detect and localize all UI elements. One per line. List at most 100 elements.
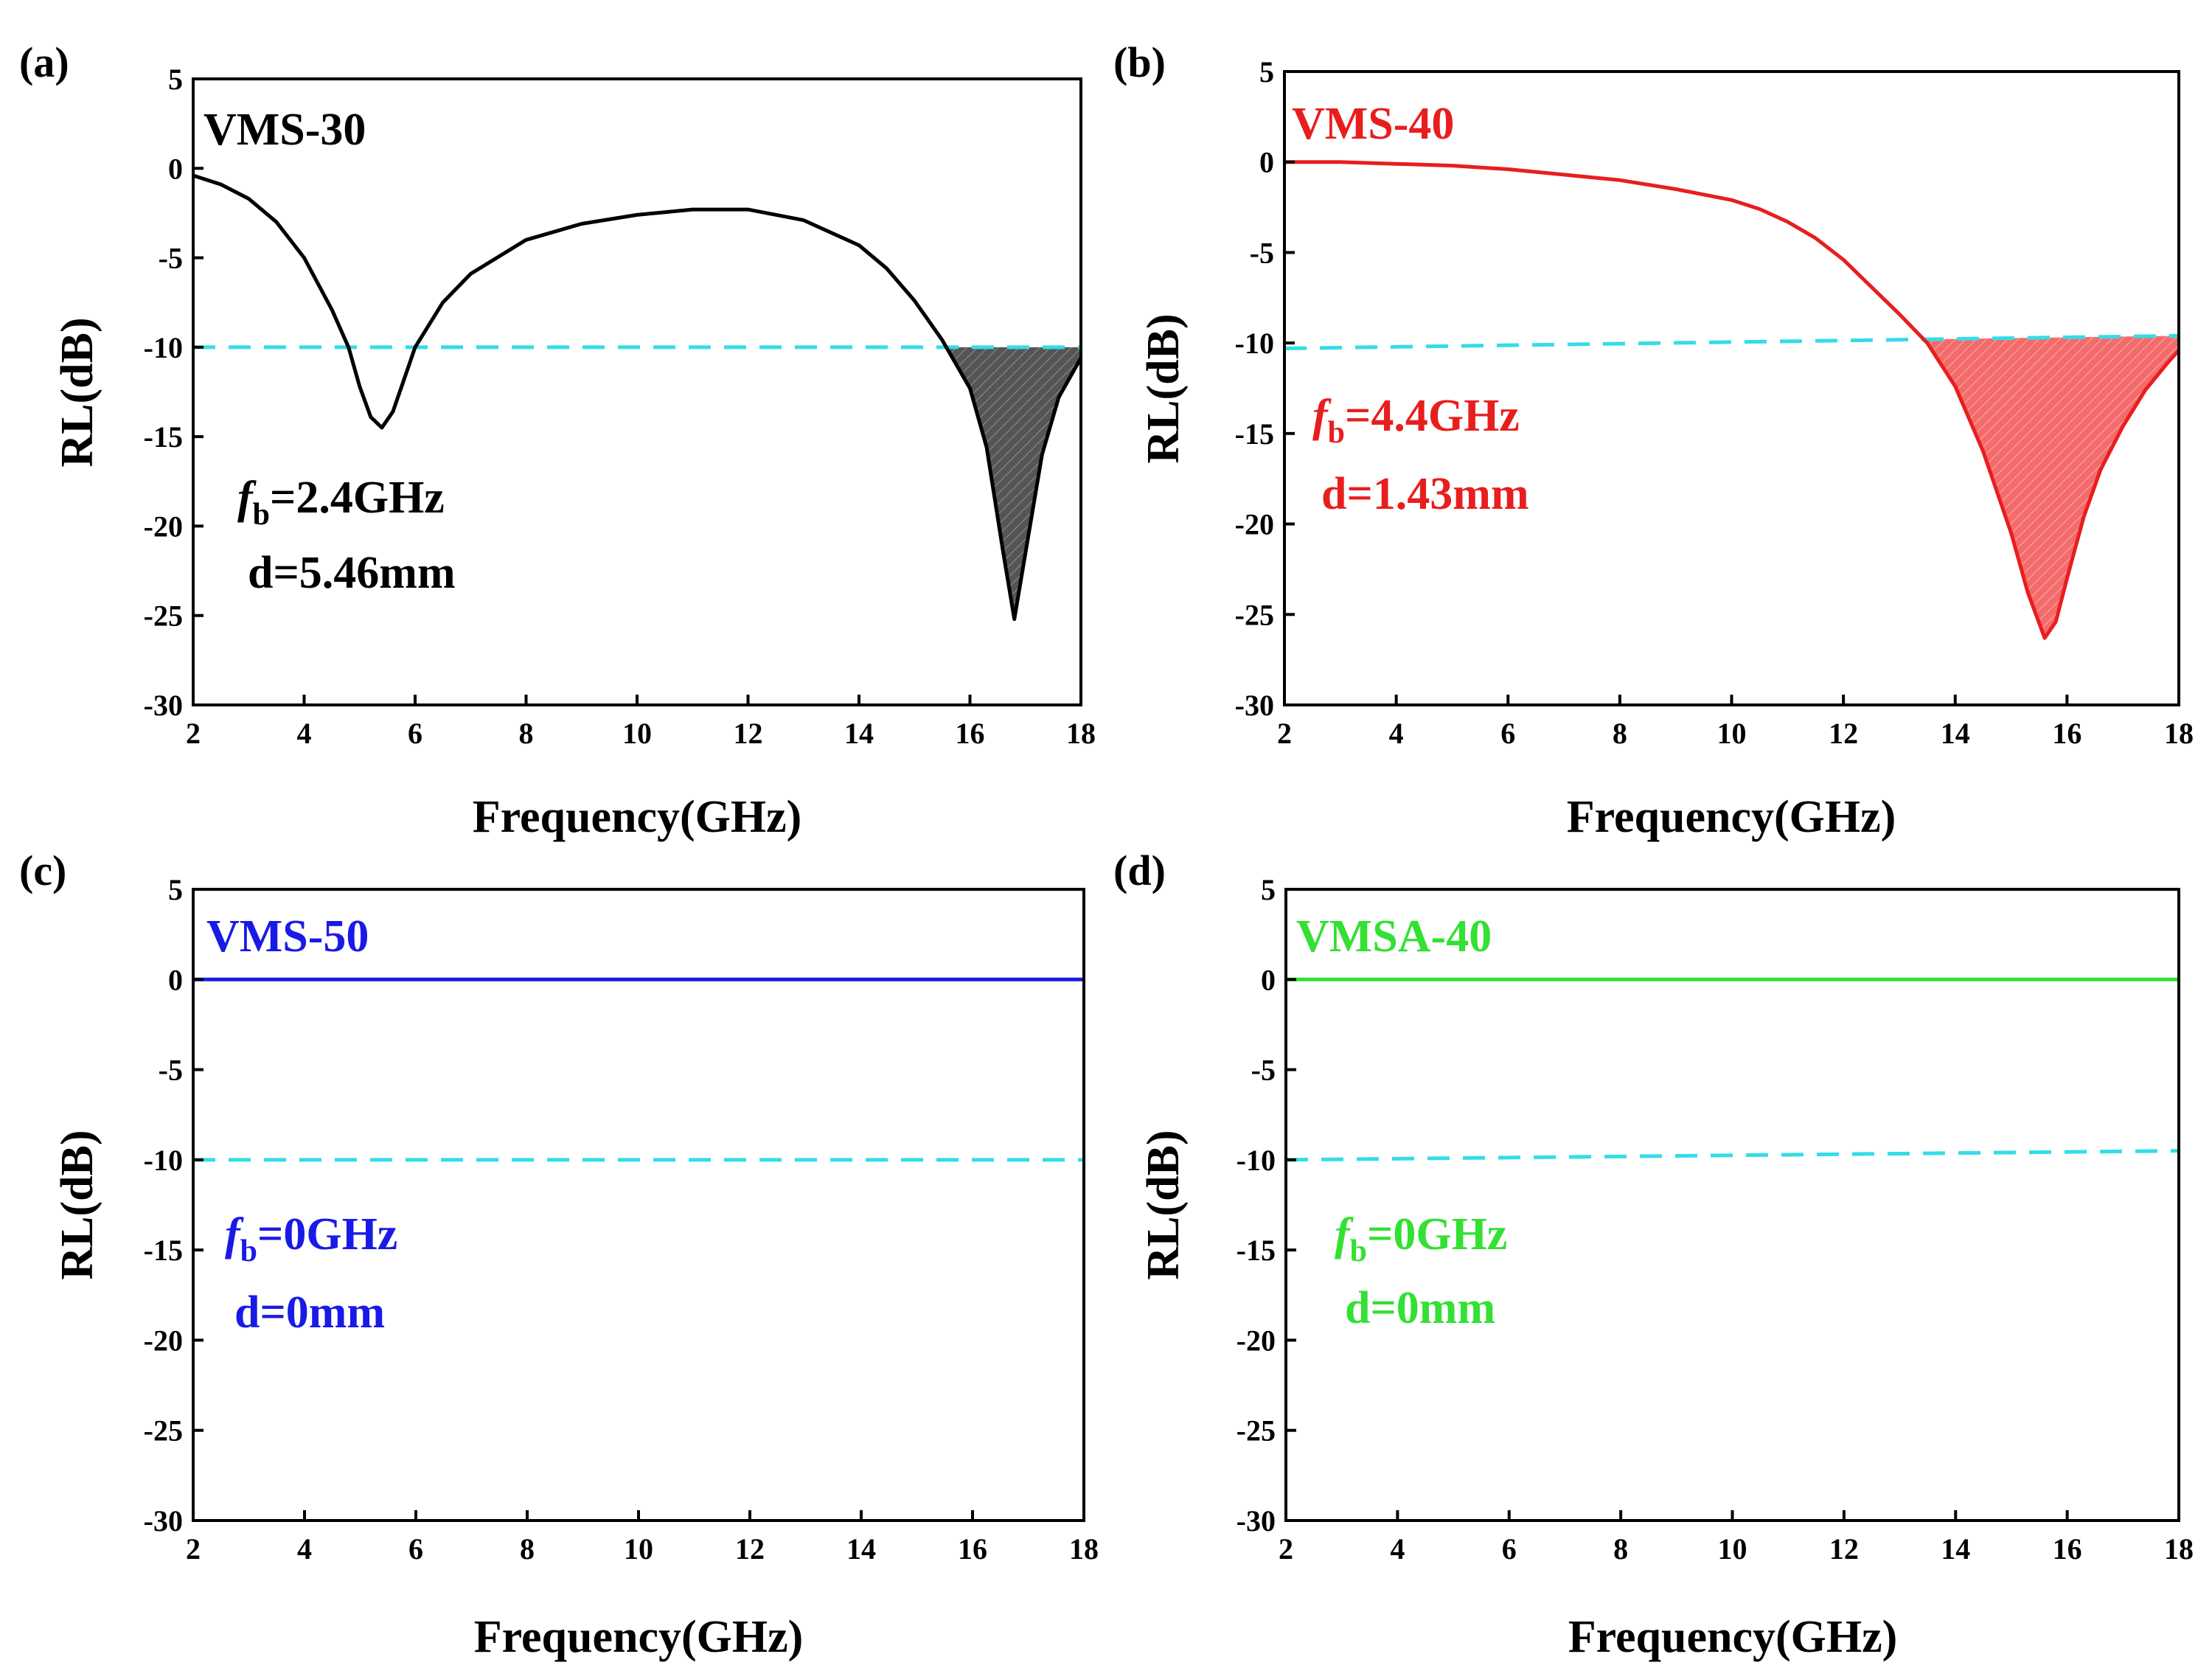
y-axis-title: RL(dB) bbox=[52, 317, 102, 467]
x-tick-label: 12 bbox=[735, 1532, 765, 1566]
y-tick-label: -25 bbox=[1237, 1414, 1276, 1448]
y-tick-label: 5 bbox=[168, 873, 183, 906]
plot-frame bbox=[192, 77, 1082, 706]
absorption-band-hatch bbox=[947, 347, 1081, 619]
reference-line-minus-10db bbox=[1284, 333, 2180, 351]
fb-annotation: fb=0GHz bbox=[1335, 1209, 1507, 1268]
y-tick-label: -30 bbox=[1235, 689, 1274, 722]
x-tick-label: 6 bbox=[408, 1532, 423, 1566]
series-label: VMS-30 bbox=[204, 105, 366, 155]
x-tick-label: 12 bbox=[1829, 1532, 1859, 1566]
y-tick-label: -15 bbox=[1237, 1234, 1276, 1267]
fb-annotation: fb=2.4GHz bbox=[237, 473, 445, 532]
x-tick-label: 16 bbox=[956, 717, 985, 750]
x-axis-title: Frequency(GHz) bbox=[473, 792, 802, 842]
y-tick-label: -20 bbox=[1237, 1324, 1276, 1357]
series-line bbox=[1284, 160, 2180, 640]
x-tick-label: 16 bbox=[958, 1532, 987, 1566]
y-tick-label: -10 bbox=[1237, 1144, 1276, 1177]
y-tick-label: -25 bbox=[144, 600, 183, 633]
x-tick-label: 18 bbox=[2164, 717, 2194, 750]
y-tick-label: -10 bbox=[144, 1144, 183, 1177]
series-line bbox=[192, 173, 1083, 622]
y-tick-label: 0 bbox=[1261, 963, 1276, 996]
y-tick-label: -10 bbox=[144, 331, 183, 364]
y-tick-label: -20 bbox=[144, 1324, 183, 1357]
x-tick-label: 14 bbox=[1941, 717, 1970, 750]
y-tick-label: -25 bbox=[144, 1414, 183, 1448]
panel-c: (c) VMS-50 fb=0GHz d=0mm Frequency(GHz) … bbox=[19, 847, 1099, 1662]
fb-annotation: fb=0GHz bbox=[225, 1209, 397, 1268]
x-tick-label: 8 bbox=[1613, 1532, 1628, 1566]
x-tick-label: 4 bbox=[297, 717, 312, 750]
y-tick-label: -5 bbox=[159, 242, 183, 275]
x-tick-label: 4 bbox=[1389, 717, 1404, 750]
x-tick-label: 18 bbox=[2164, 1532, 2194, 1566]
y-tick-label: -5 bbox=[159, 1054, 183, 1087]
x-tick-label: 12 bbox=[734, 717, 763, 750]
x-tick-label: 14 bbox=[846, 1532, 876, 1566]
y-tick-label: -15 bbox=[1235, 417, 1274, 451]
x-tick-label: 2 bbox=[186, 717, 201, 750]
x-tick-label: 16 bbox=[2053, 1532, 2082, 1566]
x-tick-label: 14 bbox=[844, 717, 874, 750]
absorption-band-hatch bbox=[1927, 336, 2179, 636]
thickness-annotation: d=0mm bbox=[234, 1288, 385, 1338]
panel-d: (d) VMSA-40 fb=0GHz d=0mm Frequency(GHz)… bbox=[1113, 847, 2194, 1662]
thickness-annotation: d=1.43mm bbox=[1321, 469, 1529, 519]
panel-label: (c) bbox=[19, 847, 66, 894]
x-tick-label: 8 bbox=[1613, 717, 1627, 750]
y-axis-title: RL(dB) bbox=[1138, 1130, 1189, 1279]
x-tick-label: 10 bbox=[1717, 717, 1747, 750]
series-label: VMS-40 bbox=[1292, 99, 1454, 149]
y-axis-title: RL(dB) bbox=[1138, 313, 1189, 463]
y-axis-title: RL(dB) bbox=[52, 1130, 102, 1279]
y-tick-label: -25 bbox=[1235, 598, 1274, 631]
fb-annotation: fb=4.4GHz bbox=[1312, 391, 1520, 450]
reference-line-minus-10db bbox=[1285, 1149, 2180, 1162]
x-axis-title: Frequency(GHz) bbox=[1568, 1612, 1898, 1662]
x-axis-title: Frequency(GHz) bbox=[474, 1612, 804, 1662]
x-tick-label: 4 bbox=[1390, 1532, 1405, 1566]
x-tick-label: 14 bbox=[1941, 1532, 1970, 1566]
y-tick-label: 5 bbox=[1259, 55, 1274, 88]
y-tick-label: -15 bbox=[144, 1234, 183, 1267]
x-tick-label: 8 bbox=[520, 1532, 535, 1566]
y-tick-label: 5 bbox=[168, 63, 183, 96]
y-tick-label: -20 bbox=[144, 510, 183, 543]
plot-frame bbox=[192, 888, 1085, 1522]
y-tick-label: -30 bbox=[144, 1504, 183, 1537]
panel-label: (d) bbox=[1113, 847, 1166, 894]
panel-label: (a) bbox=[19, 38, 69, 86]
panel-b: (b) VMS-40 fb=4.4GHz d=1.43mm Frequency(… bbox=[1113, 38, 2194, 842]
x-tick-label: 4 bbox=[297, 1532, 312, 1566]
thickness-annotation: d=5.46mm bbox=[248, 548, 456, 598]
x-tick-label: 16 bbox=[2052, 717, 2081, 750]
x-axis-title: Frequency(GHz) bbox=[1567, 792, 1896, 842]
x-tick-label: 8 bbox=[519, 717, 534, 750]
y-tick-label: 0 bbox=[168, 963, 183, 996]
series-label: VMS-50 bbox=[206, 911, 369, 962]
x-tick-label: 10 bbox=[622, 717, 652, 750]
y-tick-label: -15 bbox=[144, 420, 183, 454]
y-tick-label: -5 bbox=[1250, 236, 1274, 269]
x-tick-label: 6 bbox=[408, 717, 422, 750]
x-tick-label: 6 bbox=[1500, 717, 1515, 750]
y-tick-label: -20 bbox=[1235, 508, 1274, 541]
y-tick-label: 0 bbox=[1259, 146, 1274, 179]
y-tick-label: -30 bbox=[144, 689, 183, 722]
x-tick-label: 10 bbox=[1718, 1532, 1747, 1566]
plot-frame bbox=[1284, 888, 2180, 1522]
x-tick-label: 2 bbox=[1277, 717, 1292, 750]
thickness-annotation: d=0mm bbox=[1345, 1283, 1495, 1333]
y-tick-label: -10 bbox=[1235, 327, 1274, 360]
x-tick-label: 2 bbox=[1279, 1532, 1293, 1566]
x-tick-label: 2 bbox=[186, 1532, 201, 1566]
y-tick-label: 0 bbox=[168, 152, 183, 185]
x-tick-label: 18 bbox=[1069, 1532, 1099, 1566]
x-tick-label: 10 bbox=[624, 1532, 653, 1566]
panel-label: (b) bbox=[1113, 38, 1166, 86]
x-tick-label: 18 bbox=[1066, 717, 1096, 750]
y-tick-label: -5 bbox=[1251, 1054, 1276, 1087]
